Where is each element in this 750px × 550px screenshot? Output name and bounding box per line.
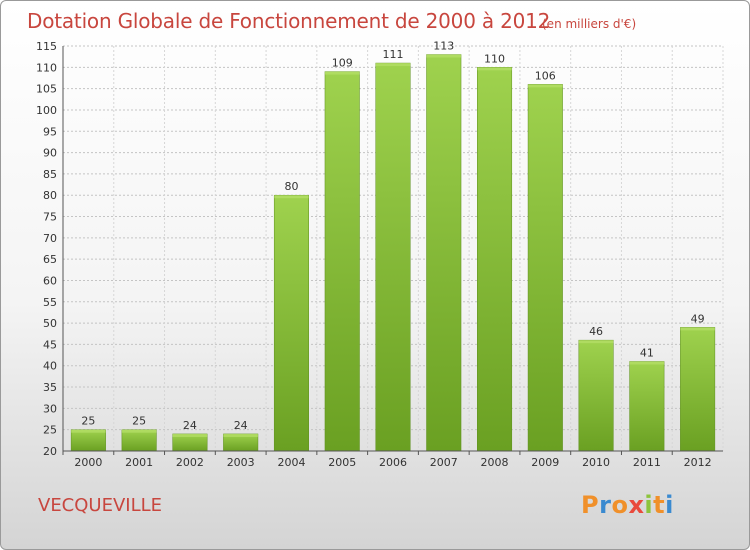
y-tick-label: 20 <box>43 445 57 458</box>
value-label: 113 <box>433 40 454 53</box>
y-tick-label: 90 <box>43 147 57 160</box>
value-label: 46 <box>589 325 603 338</box>
proxiti-logo: Proxiti <box>581 491 674 519</box>
y-tick-label: 70 <box>43 232 57 245</box>
x-tick-label: 2001 <box>125 456 153 469</box>
x-tick-label: 2011 <box>633 456 661 469</box>
value-label: 41 <box>640 346 654 359</box>
bar-highlight <box>680 327 715 331</box>
logo-letter: r <box>599 491 612 519</box>
value-label: 25 <box>81 415 95 428</box>
y-tick-label: 60 <box>43 274 57 287</box>
bar-2000 <box>70 429 106 452</box>
x-tick-label: 2003 <box>227 456 255 469</box>
bar-2007 <box>426 54 462 452</box>
bar-highlight <box>223 433 258 437</box>
x-tick-label: 2006 <box>379 456 407 469</box>
x-tick-label: 2012 <box>684 456 712 469</box>
bar-highlight <box>578 340 614 344</box>
y-tick-label: 40 <box>43 360 57 373</box>
y-tick-label: 100 <box>36 104 57 117</box>
value-label: 25 <box>132 415 146 428</box>
y-tick-label: 45 <box>43 338 57 351</box>
logo-letter: i <box>644 491 654 519</box>
y-tick-label: 65 <box>43 253 57 266</box>
logo-letter: o <box>611 491 629 519</box>
logo-letter: i <box>665 491 674 519</box>
bar-2009 <box>527 84 563 452</box>
bar-2005 <box>324 71 360 452</box>
logo-letter: t <box>653 491 666 519</box>
logo-letter: x <box>628 491 645 519</box>
y-tick-label: 55 <box>43 296 57 309</box>
x-tick-label: 2005 <box>328 456 356 469</box>
y-tick-label: 115 <box>36 40 57 53</box>
x-tick-label: 2004 <box>277 456 305 469</box>
bar-highlight <box>172 433 208 437</box>
x-tick-label: 2002 <box>176 456 204 469</box>
value-label: 24 <box>234 419 248 432</box>
bar-2001 <box>121 429 157 452</box>
y-tick-label: 95 <box>43 125 57 138</box>
bar-highlight <box>274 195 309 199</box>
commune-name: VECQUEVILLE <box>38 495 163 516</box>
bar-2010 <box>578 339 614 452</box>
bar-2012 <box>680 327 716 452</box>
y-tick-label: 85 <box>43 168 57 181</box>
bar-2004 <box>273 194 309 452</box>
bar-2011 <box>629 361 665 452</box>
value-label: 49 <box>691 312 705 325</box>
y-tick-label: 50 <box>43 317 57 330</box>
x-tick-label: 2009 <box>531 456 559 469</box>
value-label: 110 <box>484 52 505 65</box>
value-label: 24 <box>183 419 197 432</box>
x-tick-label: 2007 <box>430 456 458 469</box>
y-tick-label: 35 <box>43 381 57 394</box>
x-tick-label: 2000 <box>74 456 102 469</box>
x-tick-label: 2008 <box>481 456 509 469</box>
y-tick-label: 105 <box>36 83 57 96</box>
value-label: 106 <box>535 69 556 82</box>
value-label: 109 <box>332 57 353 70</box>
bar-2006 <box>375 62 411 452</box>
x-tick-label: 2010 <box>582 456 610 469</box>
bar-highlight <box>426 54 462 58</box>
y-tick-label: 80 <box>43 189 57 202</box>
bar-highlight <box>121 429 157 433</box>
y-tick-label: 110 <box>36 61 57 74</box>
value-label: 111 <box>383 48 404 61</box>
y-tick-label: 75 <box>43 211 57 224</box>
bar-highlight <box>375 63 411 67</box>
chart-subtitle: (en milliers d'€) <box>542 17 637 31</box>
bar-highlight <box>477 67 512 71</box>
value-label: 80 <box>284 180 298 193</box>
bar-highlight <box>629 361 665 365</box>
logo-letter: P <box>581 491 600 519</box>
bar-highlight <box>71 429 106 433</box>
y-tick-label: 25 <box>43 424 57 437</box>
bar-highlight <box>324 71 360 75</box>
y-tick-label: 30 <box>43 402 57 415</box>
bar-2008 <box>477 67 513 452</box>
bar-highlight <box>528 84 563 88</box>
chart-title: Dotation Globale de Fonctionnement de 20… <box>27 9 551 33</box>
